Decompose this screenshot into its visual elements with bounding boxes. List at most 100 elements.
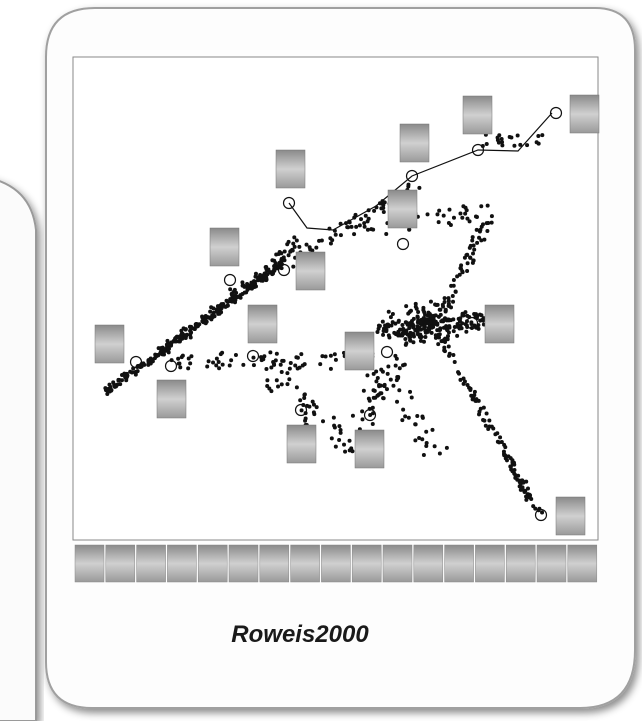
point bbox=[291, 241, 296, 246]
marker bbox=[363, 408, 377, 422]
point bbox=[409, 395, 414, 400]
point bbox=[411, 316, 416, 321]
point bbox=[363, 213, 368, 218]
point bbox=[474, 215, 479, 220]
point bbox=[497, 133, 502, 138]
point bbox=[511, 460, 516, 465]
strip-face bbox=[475, 544, 505, 583]
point bbox=[146, 358, 151, 363]
point bbox=[396, 374, 401, 379]
point bbox=[450, 293, 455, 298]
point bbox=[434, 302, 439, 307]
point bbox=[446, 299, 451, 304]
point bbox=[451, 329, 456, 334]
point bbox=[203, 321, 208, 326]
point bbox=[477, 409, 482, 414]
point bbox=[165, 338, 170, 343]
point bbox=[423, 334, 428, 339]
point bbox=[229, 298, 234, 303]
point bbox=[479, 238, 484, 243]
point bbox=[294, 385, 299, 390]
point bbox=[377, 382, 382, 387]
face-image bbox=[399, 123, 430, 163]
point bbox=[424, 429, 429, 434]
point bbox=[338, 427, 343, 432]
point bbox=[245, 285, 250, 290]
point bbox=[527, 494, 532, 499]
point bbox=[485, 228, 490, 233]
point bbox=[274, 351, 279, 356]
point bbox=[332, 352, 337, 357]
point bbox=[186, 366, 191, 371]
point bbox=[467, 219, 472, 224]
point bbox=[505, 458, 510, 463]
point bbox=[359, 217, 364, 222]
point bbox=[288, 361, 293, 366]
point bbox=[413, 327, 418, 332]
marker bbox=[471, 143, 485, 157]
point bbox=[297, 365, 302, 370]
point bbox=[536, 133, 541, 138]
point bbox=[350, 449, 355, 454]
point bbox=[425, 212, 430, 217]
point bbox=[484, 411, 489, 416]
point bbox=[508, 464, 513, 469]
point bbox=[393, 363, 398, 368]
point bbox=[238, 295, 243, 300]
point bbox=[404, 341, 409, 346]
strip-face bbox=[136, 544, 166, 583]
point bbox=[149, 357, 154, 362]
point bbox=[209, 305, 214, 310]
point bbox=[107, 389, 112, 394]
point bbox=[415, 413, 420, 418]
point bbox=[311, 410, 316, 415]
point bbox=[381, 396, 386, 401]
point bbox=[520, 485, 525, 490]
point bbox=[302, 392, 307, 397]
marker bbox=[129, 355, 143, 369]
point bbox=[513, 473, 518, 478]
point bbox=[394, 378, 399, 383]
point bbox=[276, 251, 281, 256]
point bbox=[432, 320, 437, 325]
strip-face bbox=[536, 544, 567, 583]
point bbox=[446, 296, 451, 301]
point bbox=[472, 389, 477, 394]
point bbox=[219, 303, 224, 308]
point bbox=[266, 267, 271, 272]
point bbox=[500, 143, 505, 148]
point bbox=[180, 353, 185, 358]
point bbox=[441, 304, 446, 309]
strip-face bbox=[567, 544, 598, 583]
point bbox=[166, 350, 171, 355]
point bbox=[211, 312, 216, 317]
face-image bbox=[247, 304, 278, 344]
point bbox=[407, 326, 412, 331]
point bbox=[475, 240, 480, 245]
point bbox=[413, 422, 418, 427]
point bbox=[515, 133, 520, 138]
point bbox=[331, 415, 336, 420]
point bbox=[262, 354, 267, 359]
point bbox=[337, 424, 342, 429]
point bbox=[371, 395, 376, 400]
point bbox=[456, 370, 461, 375]
point bbox=[518, 142, 523, 147]
point bbox=[480, 143, 485, 148]
point bbox=[408, 338, 413, 343]
point bbox=[368, 413, 373, 418]
point bbox=[468, 255, 473, 260]
point bbox=[379, 367, 384, 372]
strip-face bbox=[167, 544, 197, 583]
point bbox=[112, 384, 117, 389]
point bbox=[444, 445, 449, 450]
point bbox=[346, 225, 351, 230]
point bbox=[442, 299, 447, 304]
point bbox=[265, 384, 270, 389]
point bbox=[328, 353, 333, 358]
point bbox=[270, 258, 275, 263]
point bbox=[287, 377, 292, 382]
point bbox=[478, 227, 483, 232]
point bbox=[294, 238, 299, 243]
point bbox=[402, 362, 407, 367]
